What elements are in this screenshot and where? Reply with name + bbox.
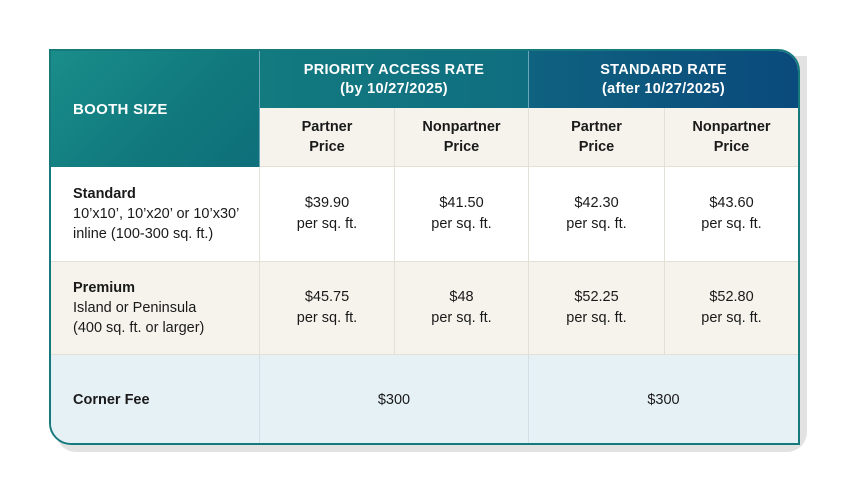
price-cell: $41.50 per sq. ft. — [395, 167, 529, 262]
price-amount: $52.25 — [574, 289, 619, 305]
corner-fee-standard: $300 — [529, 355, 798, 443]
price-unit: per sq. ft. — [566, 310, 627, 326]
price-amount: $48 — [449, 289, 474, 305]
standard-partner-price-header: Partner Price — [529, 108, 665, 167]
priority-rate-title: PRIORITY ACCESS RATE — [303, 61, 485, 78]
standard-nonpartner-price-header: Nonpartner Price — [665, 108, 798, 167]
price-cell: $52.25 per sq. ft. — [529, 262, 665, 355]
priority-nonpartner-price-header: Nonpartner Price — [395, 108, 529, 167]
price-unit: per sq. ft. — [701, 310, 762, 326]
priority-rate-header: PRIORITY ACCESS RATE (by 10/27/2025) — [260, 51, 529, 108]
price-unit: per sq. ft. — [431, 216, 492, 232]
priority-partner-price-header: Partner Price — [260, 108, 395, 167]
priority-rate-date: (by 10/27/2025) — [340, 80, 448, 97]
price-amount: $42.30 — [574, 195, 619, 211]
corner-fee-label: Corner Fee — [51, 355, 260, 443]
price-cell: $48 per sq. ft. — [395, 262, 529, 355]
price-amount: $52.80 — [709, 289, 754, 305]
price-unit: per sq. ft. — [296, 216, 358, 232]
booth-description: (400 sq. ft. or larger) — [73, 320, 205, 336]
price-unit: per sq. ft. — [296, 310, 358, 326]
corner-fee-priority: $300 — [260, 355, 529, 443]
booth-name: Premium — [73, 280, 136, 296]
price-cell: $39.90 per sq. ft. — [260, 167, 395, 262]
booth-size-header: BOOTH SIZE — [51, 51, 260, 167]
standard-rate-date: (after 10/27/2025) — [601, 80, 726, 97]
price-amount: $45.75 — [304, 289, 350, 305]
booth-description: inline (100-300 sq. ft.) — [73, 226, 214, 242]
price-cell: $52.80 per sq. ft. — [665, 262, 798, 355]
standard-rate-title: STANDARD RATE — [600, 61, 727, 78]
table-row-label: Standard 10’x10’, 10’x20’ or 10’x30’ inl… — [51, 167, 260, 262]
table-row-label: Premium Island or Peninsula (400 sq. ft.… — [51, 262, 260, 355]
pricing-table: BOOTH SIZE PRIORITY ACCESS RATE (by 10/2… — [49, 49, 800, 445]
price-cell: $45.75 per sq. ft. — [260, 262, 395, 355]
price-cell: $43.60 per sq. ft. — [665, 167, 798, 262]
price-unit: per sq. ft. — [431, 310, 492, 326]
price-cell: $42.30 per sq. ft. — [529, 167, 665, 262]
price-amount: $39.90 — [304, 195, 350, 211]
booth-description: 10’x10’, 10’x20’ or 10’x30’ — [73, 206, 240, 222]
booth-description: Island or Peninsula — [73, 300, 197, 316]
price-unit: per sq. ft. — [701, 216, 762, 232]
standard-rate-header: STANDARD RATE (after 10/27/2025) — [529, 51, 798, 108]
booth-name: Standard — [73, 186, 136, 202]
price-amount: $43.60 — [709, 195, 754, 211]
price-amount: $41.50 — [439, 195, 484, 211]
price-unit: per sq. ft. — [566, 216, 627, 232]
